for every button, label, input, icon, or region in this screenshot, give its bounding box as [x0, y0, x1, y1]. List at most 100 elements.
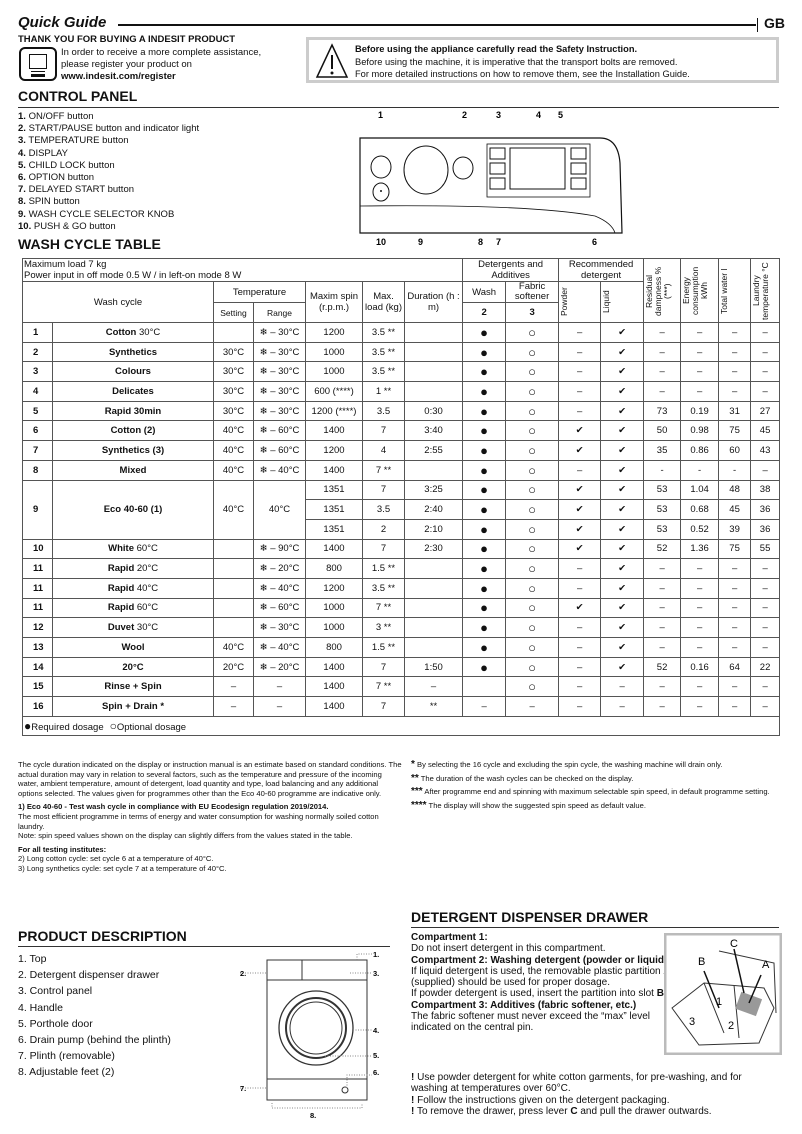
cell-fabric: ○ [505, 637, 560, 658]
cell-fabric: ○ [505, 597, 560, 619]
cell-load: 7 [362, 538, 405, 560]
item-label: START/PAUSE button and indicator light [28, 123, 200, 135]
compartment-1-text: Do not insert detergent in this compartm… [411, 943, 606, 955]
cell-load: 7 [362, 696, 405, 717]
setting-temp: 40°C [213, 637, 254, 658]
setting-temp: 20°C [213, 656, 254, 678]
cycle-name-bold: Spin + Drain * [101, 700, 165, 712]
cell-energy: – [680, 696, 720, 717]
divider [18, 107, 779, 108]
cycle-name: Rapid 60°C [52, 597, 214, 619]
table-row: 14 20°C 20°C ❄ – 20°C 1400 7 1:50 ● ○ – ✔ 52 0.16 64 2… [22, 656, 781, 678]
product-part-item: 5. Porthole door [18, 1017, 93, 1030]
item-label: TEMPERATURE button [28, 135, 129, 147]
setting-temp: 30°C [213, 381, 254, 402]
cycle-name-bold: Colours [115, 366, 151, 378]
item-label: DELAYED START button [28, 184, 135, 196]
temp-range: ❄ – 60°C [253, 420, 306, 442]
cell-laundry: – [750, 322, 781, 343]
spin-note: Note: spin speed values shown on the dis… [18, 831, 353, 841]
header-water-text: Total water l [719, 267, 730, 314]
callout-number: 5 [558, 110, 563, 120]
cycle-number: 6 [22, 420, 53, 442]
control-panel-item: 10. PUSH & GO button [18, 221, 199, 233]
setting-temp: 40°C [213, 479, 254, 540]
tip-text: Follow the instructions given on the det… [414, 1094, 670, 1106]
header-spin: Maxim spin (r.p.m.) [305, 281, 363, 323]
header-recommended: Recommended detergent [558, 258, 645, 282]
cell-duration: 2:55 [403, 440, 464, 461]
cycle-name: Rapid 30min [52, 400, 214, 422]
cell-water: – [718, 577, 752, 599]
item-number: 5. [18, 159, 26, 171]
cell-resid: – [643, 558, 682, 579]
cell-resid: – [643, 341, 682, 363]
warning-icon [315, 43, 349, 78]
cell-liquid: ✔ [600, 420, 645, 442]
cell-resid: 52 [643, 538, 682, 560]
power-input-info: Power input in off mode 0.5 W / in left-… [24, 270, 242, 281]
cell-fabric: ○ [505, 538, 560, 560]
footnote: **** The display will show the suggested… [411, 800, 781, 811]
cell-load: 3.5 ** [362, 577, 405, 599]
cell-water: – [718, 696, 752, 717]
warning-heading: Before using the appliance carefully rea… [355, 44, 638, 54]
temp-range: ❄ – 40°C [253, 577, 306, 599]
cell-liquid: ✔ [600, 597, 645, 619]
temp-range: ❄ – 40°C [253, 459, 306, 481]
cell-fabric: ○ [505, 499, 560, 520]
cell-wash: ● [462, 479, 507, 501]
cell-spin: 1400 [305, 696, 363, 717]
cell-spin: 1200 (****) [305, 400, 363, 422]
callout-number: 9 [418, 237, 423, 247]
cell-water: 64 [718, 656, 752, 678]
cell-fabric: ○ [505, 459, 560, 481]
cell-load: 7 ** [362, 676, 405, 698]
header-range: Range [253, 302, 306, 323]
temp-range: ❄ – 60°C [253, 440, 306, 461]
temp-range: ❄ – 20°C [253, 558, 306, 579]
cell-energy: 0.68 [680, 499, 720, 520]
legend-row: ●Required dosage ○Optional dosage [21, 715, 781, 737]
header-temperature: Temperature [213, 280, 306, 304]
wash-cycle-table: Maximum load 7 kg Power input in off mode… [21, 258, 781, 737]
cell-duration [403, 459, 464, 481]
cell-water: – [718, 322, 752, 343]
notes-right: * By selecting the 16 cycle and excludin… [411, 760, 781, 814]
cell-energy: – [680, 577, 720, 599]
item-label: WASH CYCLE SELECTOR KNOB [28, 208, 175, 220]
cycle-number: 2 [22, 341, 53, 363]
header-setting: Setting [213, 302, 254, 323]
item-number: 4. [18, 147, 26, 159]
register-line: In order to receive a more complete assi… [61, 47, 262, 58]
product-part-item: 1. Top [18, 953, 47, 965]
cell-laundry: 36 [750, 499, 781, 520]
cell-load: 3.5 [362, 400, 405, 422]
tip-text: Use powder detergent for white cotton ga… [411, 1072, 742, 1095]
cycle-number: 1 [22, 322, 53, 343]
cell-load: 3.5 ** [362, 322, 405, 343]
footnote-text: The display will show the suggested spin… [426, 800, 646, 810]
cycle-name: Rapid 40°C [52, 577, 214, 599]
required-dot-icon: ● [24, 719, 32, 734]
temp-range: ❄ – 90°C [253, 538, 306, 560]
cell-water: – [718, 558, 752, 579]
temp-range: – [253, 676, 306, 698]
cell-fabric: ○ [505, 676, 560, 698]
legend-required: Required dosage [31, 722, 104, 734]
cell-energy: 0.98 [680, 420, 720, 442]
cell-resid: – [643, 361, 682, 383]
header-wash: Wash [462, 280, 507, 304]
control-panel-list: 1. ON/OFF button 2. START/PAUSE button an… [18, 111, 199, 233]
cell-spin: 1351 [305, 479, 363, 501]
dispenser-tips: ! Use powder detergent for white cotton … [411, 1072, 781, 1117]
cell-energy: – [680, 322, 720, 343]
thanks-heading: THANK YOU FOR BUYING A INDESIT PRODUCT [18, 34, 236, 45]
compartment-2-title: Compartment 2: Washing detergent (powder… [411, 954, 668, 966]
table-row: 16 Spin + Drain * – –1400 7 ** – – – – – – – – [22, 696, 781, 717]
cycle-number: 8 [22, 459, 53, 481]
register-link[interactable]: www.indesit.com/register [61, 71, 176, 82]
cell-powder: ✔ [558, 518, 602, 540]
callout-number: 2. [240, 969, 246, 978]
cell-water: 75 [718, 538, 752, 560]
